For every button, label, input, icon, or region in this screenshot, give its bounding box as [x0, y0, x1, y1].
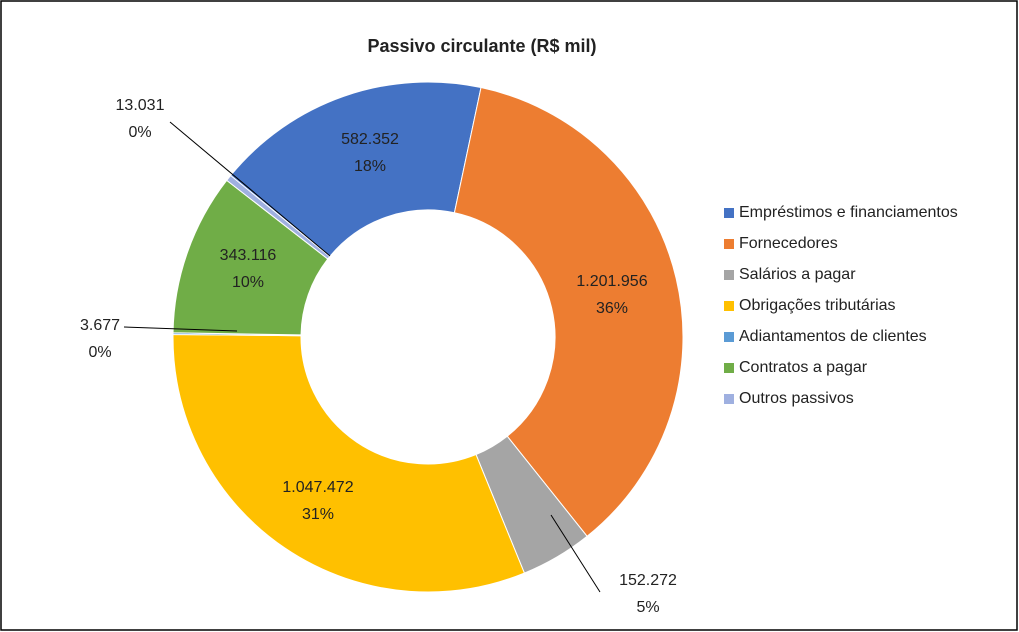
legend-label: Obrigações tributárias: [739, 297, 896, 314]
legend-label: Adiantamentos de clientes: [739, 328, 927, 345]
legend-swatch: [724, 394, 734, 404]
legend-swatch: [724, 332, 734, 342]
data-label-percent: 10%: [232, 274, 264, 291]
data-label-percent: 36%: [596, 300, 628, 317]
data-label-value: 152.272: [619, 572, 677, 589]
data-label-value: 1.047.472: [282, 479, 353, 496]
donut-slice: [172, 333, 526, 593]
data-label-percent: 18%: [354, 158, 386, 175]
data-label-percent: 0%: [128, 124, 151, 141]
data-label-value: 3.677: [80, 317, 120, 334]
data-label-percent: 31%: [302, 506, 334, 523]
leader-line: [123, 326, 238, 332]
legend-label: Contratos a pagar: [739, 359, 868, 376]
donut-slice: [229, 81, 482, 258]
legend-swatch: [724, 208, 734, 218]
legend-swatch: [724, 301, 734, 311]
data-label-value: 13.031: [116, 97, 165, 114]
legend-label: Fornecedores: [739, 235, 838, 252]
data-label-value: 343.116: [220, 247, 277, 264]
data-label-value: 582.352: [341, 131, 399, 148]
chart-title: Passivo circulante (R$ mil): [367, 36, 596, 56]
legend-label: Empréstimos e financiamentos: [739, 204, 958, 221]
leader-line: [169, 121, 331, 257]
data-label-value: 1.201.956: [576, 273, 647, 290]
data-label-percent: 0%: [88, 344, 111, 361]
legend-swatch: [724, 270, 734, 280]
legend-swatch: [724, 239, 734, 249]
leader-line: [550, 514, 601, 593]
donut-slice: [226, 174, 331, 260]
donut-slice: [453, 86, 684, 537]
legend-swatch: [724, 363, 734, 373]
legend-label: Salários a pagar: [739, 266, 856, 283]
legend-label: Outros passivos: [739, 390, 854, 407]
data-label-percent: 5%: [636, 599, 659, 616]
